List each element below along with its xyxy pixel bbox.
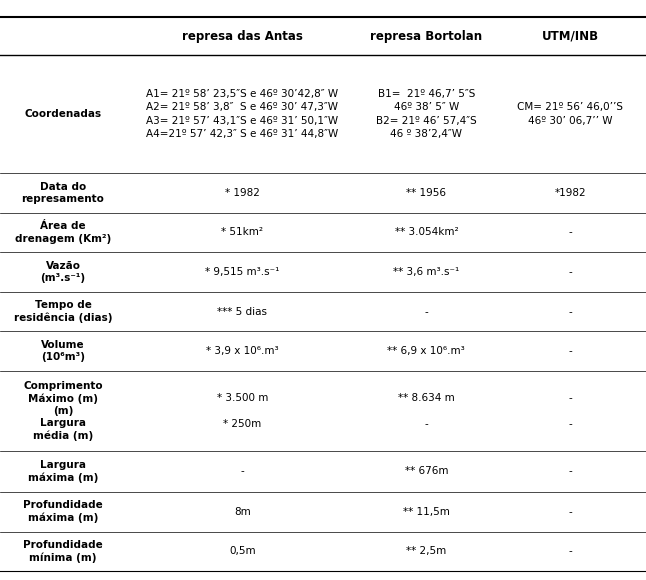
Text: Profundidade
máxima (m): Profundidade máxima (m): [23, 501, 103, 523]
Text: -: -: [568, 307, 572, 317]
Text: UTM/INB: UTM/INB: [541, 30, 599, 42]
Text: ** 8.634 m

-: ** 8.634 m -: [398, 393, 455, 429]
Text: Tempo de
residência (dias): Tempo de residência (dias): [14, 300, 112, 323]
Text: ** 676m: ** 676m: [404, 466, 448, 476]
Text: -: -: [240, 466, 244, 476]
Text: 8m: 8m: [234, 507, 251, 517]
Text: -: -: [568, 267, 572, 277]
Text: -: -: [568, 466, 572, 476]
Text: -: -: [568, 507, 572, 517]
Text: Volume
(10⁶m³): Volume (10⁶m³): [41, 340, 85, 362]
Text: * 3.500 m

* 250m: * 3.500 m * 250m: [216, 393, 268, 429]
Text: ** 2,5m: ** 2,5m: [406, 546, 446, 556]
Text: represa das Antas: represa das Antas: [182, 30, 303, 42]
Text: *1982: *1982: [554, 188, 586, 198]
Text: represa Bortolan: represa Bortolan: [370, 30, 483, 42]
Text: * 3,9 x 10⁶.m³: * 3,9 x 10⁶.m³: [206, 346, 278, 356]
Text: Coordenadas: Coordenadas: [25, 109, 101, 119]
Text: -: -: [568, 346, 572, 356]
Text: B1=  21º 46,7’ 5″S
46º 38’ 5″ W
B2= 21º 46’ 57,4″S
46 º 38’2,4″W: B1= 21º 46,7’ 5″S 46º 38’ 5″ W B2= 21º 4…: [376, 89, 477, 139]
Text: 0,5m: 0,5m: [229, 546, 256, 556]
Text: CM= 21º 56’ 46,0’’S
46º 30’ 06,7’’ W: CM= 21º 56’ 46,0’’S 46º 30’ 06,7’’ W: [517, 102, 623, 125]
Text: -

-: - -: [568, 393, 572, 429]
Text: Profundidade
mínima (m): Profundidade mínima (m): [23, 540, 103, 563]
Text: Área de
drenagem (Km²): Área de drenagem (Km²): [15, 221, 111, 244]
Text: ** 11,5m: ** 11,5m: [403, 507, 450, 517]
Text: Vazão
(m³.s⁻¹): Vazão (m³.s⁻¹): [41, 261, 85, 283]
Text: ** 3.054km²: ** 3.054km²: [395, 227, 458, 237]
Text: Largura
máxima (m): Largura máxima (m): [28, 460, 98, 483]
Text: A1= 21º 58’ 23,5″S e 46º 30’42,8″ W
A2= 21º 58’ 3,8″  S e 46º 30’ 47,3″W
A3= 21º: A1= 21º 58’ 23,5″S e 46º 30’42,8″ W A2= …: [146, 89, 339, 139]
Text: * 9,515 m³.s⁻¹: * 9,515 m³.s⁻¹: [205, 267, 280, 277]
Text: * 1982: * 1982: [225, 188, 260, 198]
Text: -: -: [424, 307, 428, 317]
Text: ** 1956: ** 1956: [406, 188, 446, 198]
Text: * 51km²: * 51km²: [221, 227, 264, 237]
Text: ** 6,9 x 10⁶.m³: ** 6,9 x 10⁶.m³: [388, 346, 465, 356]
Text: Data do
represamento: Data do represamento: [21, 182, 105, 204]
Text: -: -: [568, 227, 572, 237]
Text: -: -: [568, 546, 572, 556]
Text: ** 3,6 m³.s⁻¹: ** 3,6 m³.s⁻¹: [393, 267, 459, 277]
Text: *** 5 dias: *** 5 dias: [217, 307, 267, 317]
Text: Comprimento
Máximo (m)
(m)
Largura
média (m): Comprimento Máximo (m) (m) Largura média…: [23, 380, 103, 441]
